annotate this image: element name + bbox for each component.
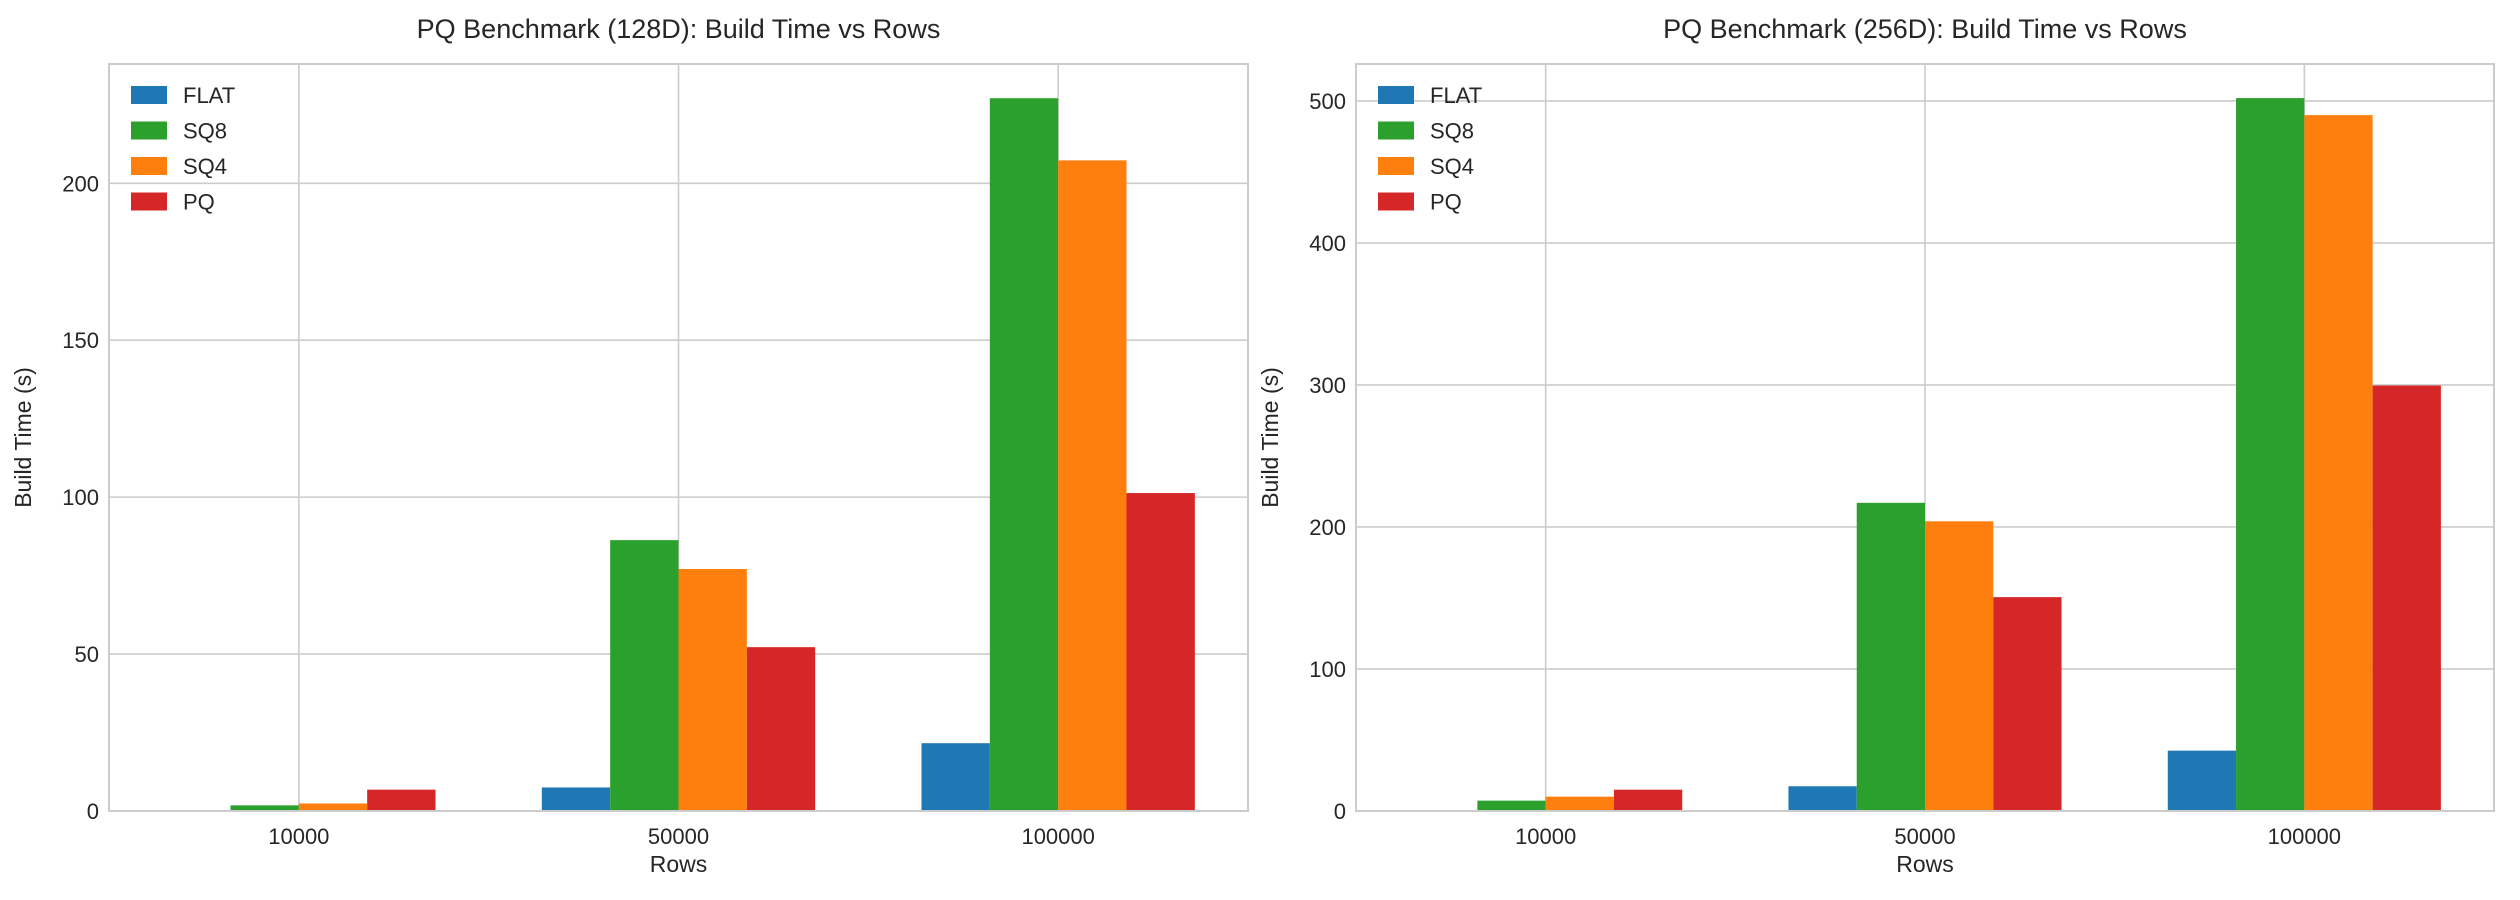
legend-swatch-sq8 — [1378, 121, 1414, 140]
x-tick-label: 100000 — [2268, 824, 2341, 849]
x-tick-label: 50000 — [1894, 824, 1955, 849]
legend-swatch-sq8 — [131, 121, 167, 140]
x-tick-label: 50000 — [648, 824, 709, 849]
legend-label-sq8: SQ8 — [183, 119, 227, 144]
chart-title: PQ Benchmark (128D): Build Time vs Rows — [417, 14, 941, 44]
y-tick-label: 50 — [75, 642, 99, 667]
legend-label-sq8: SQ8 — [1430, 119, 1474, 144]
bar-sq8-50000 — [610, 540, 679, 811]
bar-sq4-50000 — [1925, 521, 1994, 811]
y-tick-label: 0 — [1334, 799, 1346, 824]
y-tick-label: 300 — [1309, 373, 1346, 398]
legend-swatch-pq — [131, 192, 167, 211]
bar-pq-50000 — [746, 647, 816, 811]
axes-frame — [108, 63, 1249, 812]
y-tick-label: 150 — [62, 328, 99, 353]
axes-frame — [1355, 63, 2495, 812]
bar-pq-50000 — [1993, 597, 2062, 811]
bar-pq-10000 — [1613, 789, 1683, 811]
chart-1: PQ Benchmark (256D): Build Time vs Rows 0… — [1257, 14, 2495, 877]
legend-label-flat: FLAT — [1430, 83, 1482, 108]
legend-label-flat: FLAT — [183, 83, 235, 108]
y-tick-label: 200 — [62, 171, 99, 196]
x-tick-label: 100000 — [1021, 824, 1094, 849]
legend-swatch-flat — [131, 86, 167, 104]
bar-sq4-100000 — [1058, 160, 1127, 812]
bar-sq8-50000 — [1856, 502, 1925, 811]
bar-pq-10000 — [367, 789, 436, 811]
x-axis-label: Rows — [650, 851, 708, 877]
chart-title: PQ Benchmark (256D): Build Time vs Rows — [1663, 14, 2187, 44]
x-tick-label: 10000 — [268, 824, 329, 849]
bar-sq4-10000 — [1545, 796, 1614, 811]
y-axis-label: Build Time (s) — [10, 367, 36, 508]
legend-swatch-sq4 — [1378, 157, 1414, 175]
legend-label-pq: PQ — [1430, 190, 1462, 215]
y-tick-label: 500 — [1309, 89, 1346, 114]
bar-flat-50000 — [541, 787, 611, 811]
bar-sq4-50000 — [678, 569, 747, 811]
bar-sq8-100000 — [2236, 98, 2305, 812]
x-axis-label: Rows — [1896, 851, 1954, 877]
bar-flat-50000 — [1788, 786, 1857, 811]
y-tick-label: 400 — [1309, 231, 1346, 256]
legend: FLAT SQ8 SQ4 PQ — [131, 83, 235, 215]
y-tick-label: 0 — [87, 799, 99, 824]
legend-swatch-sq4 — [131, 157, 167, 175]
bar-flat-100000 — [2167, 750, 2237, 811]
bar-sq4-100000 — [2304, 115, 2373, 811]
legend-swatch-pq — [1378, 192, 1414, 211]
y-axis-label: Build Time (s) — [1257, 367, 1283, 508]
bar-sq4-10000 — [298, 803, 368, 811]
legend-swatch-flat — [1378, 86, 1414, 104]
y-tick-label: 100 — [62, 485, 99, 510]
bar-flat-100000 — [921, 743, 990, 811]
bar-sq8-10000 — [230, 805, 299, 811]
legend-label-sq4: SQ4 — [183, 154, 227, 179]
x-tick-label: 10000 — [1515, 824, 1576, 849]
legend-label-sq4: SQ4 — [1430, 154, 1474, 179]
chart-0: PQ Benchmark (128D): Build Time vs Rows 0… — [10, 14, 1249, 877]
y-tick-label: 200 — [1309, 515, 1346, 540]
bar-pq-100000 — [2372, 385, 2441, 811]
bar-pq-100000 — [1126, 493, 1195, 811]
bar-sq8-100000 — [989, 98, 1059, 811]
y-tick-label: 100 — [1309, 657, 1346, 682]
bar-sq8-10000 — [1477, 800, 1546, 811]
legend-label-pq: PQ — [183, 190, 215, 215]
legend: FLAT SQ8 SQ4 PQ — [1378, 83, 1482, 215]
